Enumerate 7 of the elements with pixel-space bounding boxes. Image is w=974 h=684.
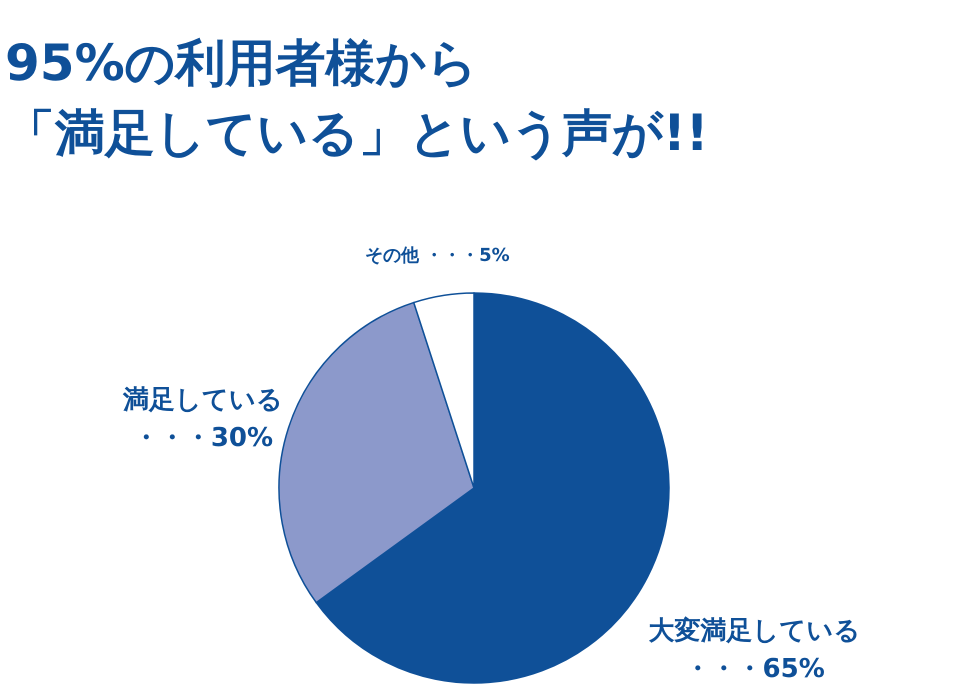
chart-title: 95%の利用者様から: [5, 34, 478, 92]
data-label: ・・・65%: [684, 654, 825, 684]
slice-label: 満足している: [122, 384, 283, 415]
slice-label: 大変満足している: [648, 616, 861, 646]
chart-subtitle: 「満足している」という声が!!: [5, 104, 709, 162]
slice-label: その他 ・・・5%: [364, 244, 510, 266]
data-label: ・・・30%: [132, 422, 274, 453]
